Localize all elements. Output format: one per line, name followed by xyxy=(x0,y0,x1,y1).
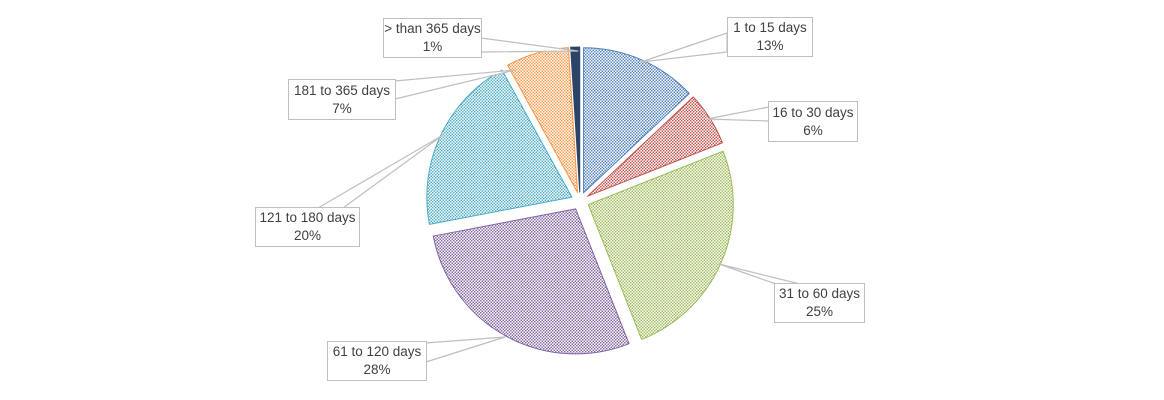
callout-percent: 1% xyxy=(422,39,443,54)
callout-label: 61 to 120 days xyxy=(332,344,422,359)
callout-label: > than 365 days xyxy=(384,21,481,36)
callout-31-to-60-days: 31 to 60 days 25% xyxy=(774,283,865,323)
callout-leader-121-to-180-days xyxy=(317,134,444,209)
callout-percent: 20% xyxy=(293,228,322,243)
pie-slice-181-to-365-days xyxy=(507,47,578,193)
callout-leader-31-to-60-days xyxy=(718,263,801,285)
callout-label: 1 to 15 days xyxy=(733,20,807,35)
callout-percent: 6% xyxy=(803,122,823,138)
pie-slice-121-to-180-days xyxy=(426,69,573,225)
callout-percent: 13% xyxy=(756,38,784,53)
pie-slice-gt-than-365-days xyxy=(570,46,581,193)
callout-121-to-180-days: 121 to 180 days 20% xyxy=(255,207,360,247)
pie-slice-31-to-60-days xyxy=(587,150,734,340)
callout-label: 181 to 365 days xyxy=(293,82,391,98)
callout-leader-gt-than-365-days xyxy=(480,37,579,53)
callout-percent: 28% xyxy=(363,362,391,377)
callout-61-to-120-days: 61 to 120 days 28% xyxy=(327,341,427,381)
callout-percent: 7% xyxy=(332,100,352,116)
callout-label: 31 to 60 days xyxy=(778,286,861,301)
callout-leader-16-to-30-days xyxy=(706,106,770,122)
pie-slice-61-to-120-days xyxy=(432,208,630,355)
callout-1-to-15-days: 1 to 15 days 13% xyxy=(727,17,813,57)
pie-slice-1-to-15-days xyxy=(583,47,690,194)
callout-percent: 25% xyxy=(805,304,834,319)
callout-16-to-30-days: 16 to 30 days 6% xyxy=(768,101,858,142)
callout-leader-61-to-120-days xyxy=(425,336,506,363)
callout-gt-than-365-days: > than 365 days 1% xyxy=(383,18,482,58)
callout-leader-1-to-15-days xyxy=(640,32,728,63)
callout-181-to-365-days: 181 to 365 days 7% xyxy=(288,79,396,120)
callout-label: 121 to 180 days xyxy=(259,210,356,225)
callout-label: 16 to 30 days xyxy=(772,104,854,120)
